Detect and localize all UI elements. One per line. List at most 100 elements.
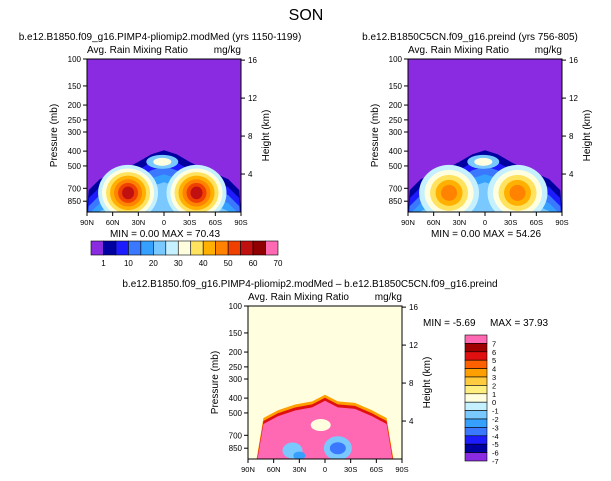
colorbar-label--7: -7: [492, 457, 499, 466]
panel1-field: [87, 59, 241, 212]
colorbar-swatch: [252, 240, 266, 256]
colorbar-label-3: 3: [492, 373, 496, 382]
colorbar-label-2: 2: [492, 381, 496, 390]
ytick-label-700: 700: [68, 184, 82, 193]
y2tick-label-12: 12: [409, 341, 418, 350]
y2tick-label-4: 4: [569, 170, 574, 179]
colorbar-label--1: -1: [492, 407, 499, 416]
ytick-label-150: 150: [229, 329, 243, 338]
panel3-stats-min: MIN = -5.69: [423, 318, 476, 329]
colorbar-label-30: 30: [174, 259, 183, 268]
xtick-label-60N: 60N: [427, 218, 441, 227]
colorbar-swatch: [265, 240, 279, 256]
y2tick-label-16: 16: [248, 56, 257, 65]
colorbar-swatch: [165, 240, 179, 256]
ytick-label-300: 300: [68, 128, 82, 137]
sh-max-level-5: [509, 184, 526, 201]
ytick-label-400: 400: [229, 394, 243, 403]
ytick-label-850: 850: [229, 444, 243, 453]
xtick-label-60S: 60S: [530, 218, 543, 227]
equatorial-core: [153, 157, 172, 166]
xtick-label-60N: 60N: [267, 465, 281, 474]
ytick-label-500: 500: [389, 162, 403, 171]
colorbar-swatch: [464, 393, 488, 403]
colorbar-swatch: [464, 435, 488, 445]
colorbar-swatch: [464, 443, 488, 453]
y2tick-label-12: 12: [569, 94, 578, 103]
y2tick-label-8: 8: [569, 132, 574, 141]
colorbar-swatch: [90, 240, 104, 256]
figure-title: SON: [289, 7, 324, 24]
xtick-label-60N: 60N: [106, 218, 120, 227]
colorbar-label-0: 0: [492, 398, 496, 407]
ytick-label-150: 150: [389, 82, 403, 91]
colorbar-label-1: 1: [492, 390, 496, 399]
panel3-field: [248, 306, 402, 459]
xtick-label-30N: 30N: [292, 465, 306, 474]
xtick-label-30N: 30N: [131, 218, 145, 227]
colorbar-swatch: [464, 351, 488, 361]
colorbar-label-60: 60: [249, 259, 258, 268]
ylabel: Pressure (mb): [49, 104, 60, 167]
y2tick-label-16: 16: [569, 56, 578, 65]
colorbar-swatch: [464, 401, 488, 411]
colorbar-label-1: 1: [101, 259, 106, 268]
colorbar-label--5: -5: [492, 440, 499, 449]
colorbar-sequential: 1 10 20 30 40 50 60 70: [90, 240, 283, 268]
panel2-subtitle-left: Avg. Rain Mixing Ratio: [408, 45, 509, 56]
panel3-plot: 100 150 200 250 300 400 500 700 850 16 12 8 4 90N 60N 3…: [210, 302, 433, 474]
colorbar-label--6: -6: [492, 449, 499, 458]
neg-core-nh: [293, 451, 306, 459]
colorbar-swatch: [464, 359, 488, 369]
xtick-label-0: 0: [162, 218, 166, 227]
panel1-stats: MIN = 0.00 MAX = 70.43: [110, 229, 220, 240]
colorbar-label-4: 4: [492, 365, 496, 374]
xtick-label-0: 0: [323, 465, 327, 474]
xtick-label-90N: 90N: [241, 465, 255, 474]
colorbar-label-10: 10: [124, 259, 133, 268]
ytick-label-300: 300: [389, 128, 403, 137]
xtick-label-60S: 60S: [209, 218, 222, 227]
ytick-label-850: 850: [68, 197, 82, 206]
y2tick-label-8: 8: [248, 132, 253, 141]
ytick-label-200: 200: [389, 101, 403, 110]
ytick-label-100: 100: [68, 55, 82, 64]
xtick-label-60S: 60S: [370, 465, 383, 474]
colorbar-swatch: [202, 240, 216, 256]
panel2-title: b.e12.B1850C5CN.f09_g16.preind (yrs 756-…: [362, 32, 578, 43]
panel3-stats-max: MAX = 37.93: [490, 318, 549, 329]
y2label: Height (km): [261, 110, 272, 162]
equatorial-gap: [310, 419, 331, 432]
ytick-label-250: 250: [389, 116, 403, 125]
colorbar-label-7: 7: [492, 339, 496, 348]
panel3-title: b.e12.B1850.f09_g16.PIMP4-pliomip2.modMe…: [122, 279, 497, 290]
colorbar-swatch: [464, 452, 488, 462]
ylabel: Pressure (mb): [210, 351, 221, 414]
colorbar-swatch: [464, 376, 488, 386]
panel2-plot: 100 150 200 250 300 400 500 700 850 16 12 8 4 90N 60N 3…: [370, 55, 593, 227]
xtick-label-30S: 30S: [344, 465, 357, 474]
ytick-label-100: 100: [229, 302, 243, 311]
xtick-label-30S: 30S: [183, 218, 196, 227]
colorbar-swatch: [240, 240, 254, 256]
panel2-field: [408, 59, 562, 212]
ytick-label-200: 200: [229, 348, 243, 357]
ytick-label-250: 250: [68, 116, 82, 125]
panel3-subtitle-left: Avg. Rain Mixing Ratio: [248, 292, 349, 303]
colorbar-swatch: [464, 418, 488, 428]
nh-max-level-7: [122, 186, 135, 200]
colorbar-swatch: [464, 427, 488, 437]
xtick-label-90S: 90S: [234, 218, 247, 227]
colorbar-swatch: [177, 240, 192, 256]
neg-core-sh: [329, 442, 346, 455]
xtick-label-30N: 30N: [452, 218, 466, 227]
panel1-plot: 100 150 200 250 300 400 500 700 850 16 12 8 4 90N 60N 3…: [49, 55, 272, 227]
y2label: Height (km): [422, 357, 433, 409]
colorbar-swatch: [103, 240, 117, 256]
colorbar-label-70: 70: [274, 259, 283, 268]
ytick-label-500: 500: [229, 409, 243, 418]
ytick-label-250: 250: [229, 363, 243, 372]
y2label: Height (km): [582, 110, 593, 162]
